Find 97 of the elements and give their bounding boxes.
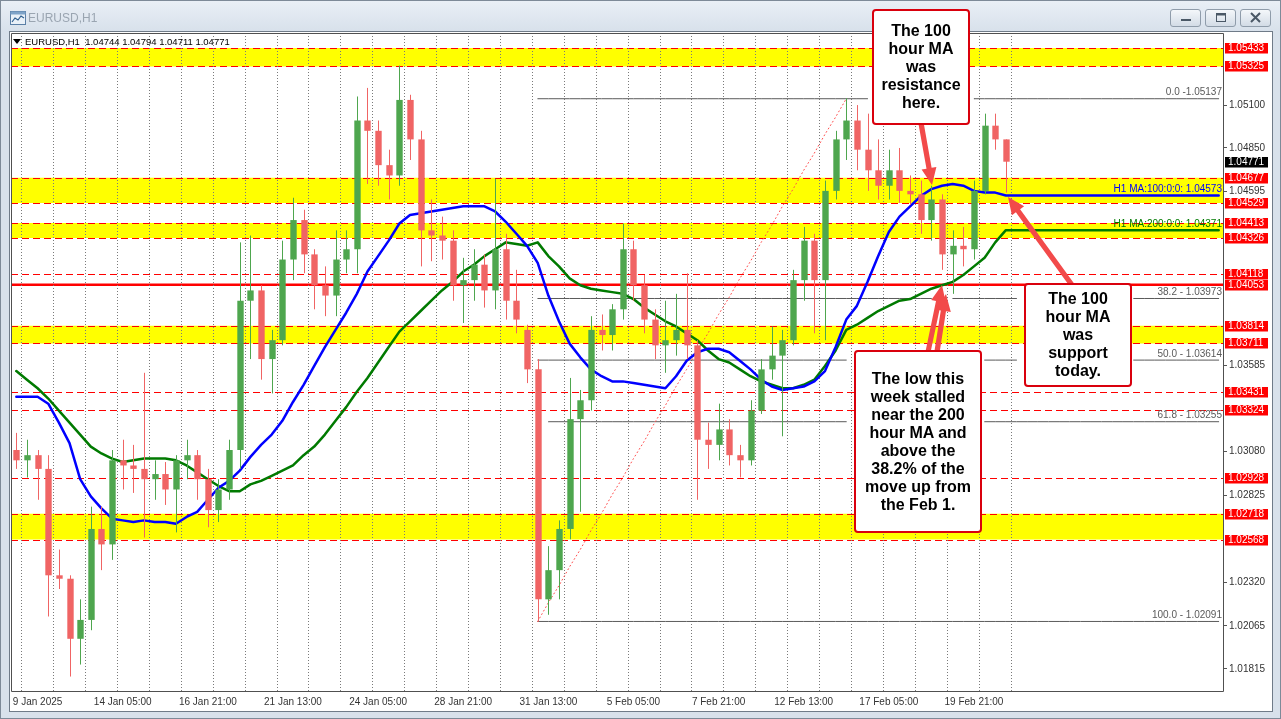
- candlestick: [56, 549, 63, 590]
- callout-box: The 100 hour MA was support today.: [1024, 283, 1132, 387]
- ref-line-label: 1.04529: [1228, 197, 1265, 209]
- candlestick: [705, 422, 712, 470]
- candlestick: [215, 478, 222, 523]
- x-tick-label: 17 Feb 05:00: [859, 695, 919, 707]
- candlestick: [247, 235, 254, 360]
- series-label: 50.0 - 1.03614: [1157, 347, 1223, 359]
- x-tick-label: 7 Feb 21:00: [691, 695, 746, 707]
- candlestick: [386, 149, 393, 200]
- candlestick: [1003, 138, 1010, 194]
- candlestick: [960, 226, 967, 267]
- ref-line-label: 1.04413: [1228, 217, 1265, 229]
- series-label: 0.0 -1.05137: [1165, 86, 1223, 98]
- ref-line-label: 1.02718: [1228, 508, 1265, 520]
- candlestick: [843, 97, 850, 161]
- ref-line-label: 1.04118: [1228, 268, 1264, 280]
- ref-line-label: 1.03431: [1228, 386, 1265, 398]
- x-tick-label: 21 Jan 13:00: [264, 695, 323, 707]
- y-tick-label: 1.05100: [1229, 98, 1266, 110]
- x-tick-label: 9 Jan 2025: [12, 695, 63, 707]
- candlestick: [599, 313, 606, 351]
- ref-line-label: 1.04326: [1228, 232, 1265, 244]
- candlestick: [13, 432, 20, 470]
- x-tick-label: 31 Jan 13:00: [519, 695, 578, 707]
- candlestick: [152, 459, 159, 501]
- candlestick: [907, 174, 914, 206]
- candlestick: [460, 257, 467, 324]
- ref-line-label: 1.03711: [1228, 337, 1264, 349]
- candlestick: [98, 506, 105, 571]
- candlestick: [769, 325, 776, 381]
- series-label: 100.0 - 1.02091: [1151, 609, 1223, 621]
- candlestick: [269, 329, 276, 394]
- series-label: 38.2 - 1.03973: [1157, 286, 1223, 298]
- ref-line-label: 1.05325: [1228, 60, 1265, 72]
- candlestick: [364, 87, 371, 185]
- ref-line-label: 1.03814: [1228, 320, 1265, 332]
- callout-box: The 100 hour MA was resistance here.: [872, 9, 970, 125]
- x-tick-label: 24 Jan 05:00: [349, 695, 408, 707]
- candlestick: [439, 216, 446, 261]
- candlestick: [662, 300, 669, 374]
- candlestick: [120, 439, 127, 490]
- chart-subtitle: EURUSD,H1 1.04744 1.04794 1.04711 1.04771: [25, 36, 230, 47]
- candlestick: [513, 269, 520, 334]
- candlestick: [865, 113, 872, 192]
- x-tick-label: 14 Jan 05:00: [93, 695, 153, 707]
- ref-line-label: 1.04053: [1228, 279, 1265, 291]
- candlestick: [875, 138, 882, 200]
- y-tick-label: 1.02065: [1229, 619, 1266, 631]
- candlestick: [684, 272, 691, 360]
- candlestick: [322, 265, 329, 317]
- y-tick-label: 1.02320: [1229, 575, 1266, 587]
- ref-line-label: 1.03324: [1228, 404, 1265, 416]
- candlestick: [716, 403, 723, 461]
- candlestick: [130, 444, 137, 494]
- candlestick: [184, 439, 191, 480]
- x-tick-label: 5 Feb 05:00: [606, 695, 661, 707]
- ref-line-label: 1.02568: [1228, 534, 1265, 546]
- text: 1.04771: [1228, 156, 1265, 168]
- series-label: H1 MA:100:0:0: 1.04573: [1113, 183, 1223, 195]
- x-tick-label: 16 Jan 21:00: [178, 695, 238, 707]
- candlestick: [428, 198, 435, 262]
- annotation: The 100 hour MA was support today.: [1044, 290, 1112, 380]
- candlestick: [896, 147, 903, 204]
- candlestick: [673, 293, 680, 357]
- y-tick-label: 1.03080: [1229, 445, 1266, 457]
- y-tick-label: 1.03585: [1229, 358, 1266, 370]
- y-tick-label: 1.04595: [1229, 185, 1266, 197]
- candlestick: [471, 248, 478, 302]
- x-tick-label: 19 Feb 21:00: [944, 695, 1004, 707]
- candlestick: [343, 229, 350, 274]
- candlestick: [162, 461, 169, 506]
- x-tick-label: 12 Feb 13:00: [774, 695, 834, 707]
- candlestick: [77, 598, 84, 666]
- candlestick: [737, 444, 744, 478]
- candlestick: [141, 372, 148, 539]
- ref-line-label: 1.05433: [1228, 42, 1265, 54]
- x-tick-label: 28 Jan 21:00: [434, 695, 493, 707]
- ref-line-label: 1.04677: [1228, 172, 1265, 184]
- candlestick: [992, 113, 999, 151]
- candlestick: [779, 329, 786, 437]
- y-tick-label: 1.04850: [1229, 141, 1266, 153]
- candlestick: [577, 389, 584, 513]
- series-label: 61.8 - 1.03255: [1157, 409, 1223, 421]
- annotation: The low this week stalled near the 200 hour MA and above the 38.2% of the move up from the Feb 1.: [864, 369, 972, 514]
- line-series: [537, 98, 847, 622]
- callout-box: The low this week stalled near the 200 hour MA and above the 38.2% of the move up from the Feb 1.: [854, 350, 982, 533]
- candlestick: [950, 229, 957, 295]
- chart-title: EURUSD,H1: [28, 11, 98, 25]
- candlestick: [24, 439, 31, 478]
- candlestick: [928, 185, 935, 242]
- y-tick-label: 1.02825: [1229, 489, 1266, 501]
- ref-line-label: 1.02928: [1228, 472, 1265, 484]
- candlestick: [886, 149, 893, 200]
- candlestick: [35, 449, 42, 501]
- y-tick-label: 1.01815: [1229, 662, 1266, 674]
- annotation: The 100 hour MA was resistance here.: [880, 22, 962, 112]
